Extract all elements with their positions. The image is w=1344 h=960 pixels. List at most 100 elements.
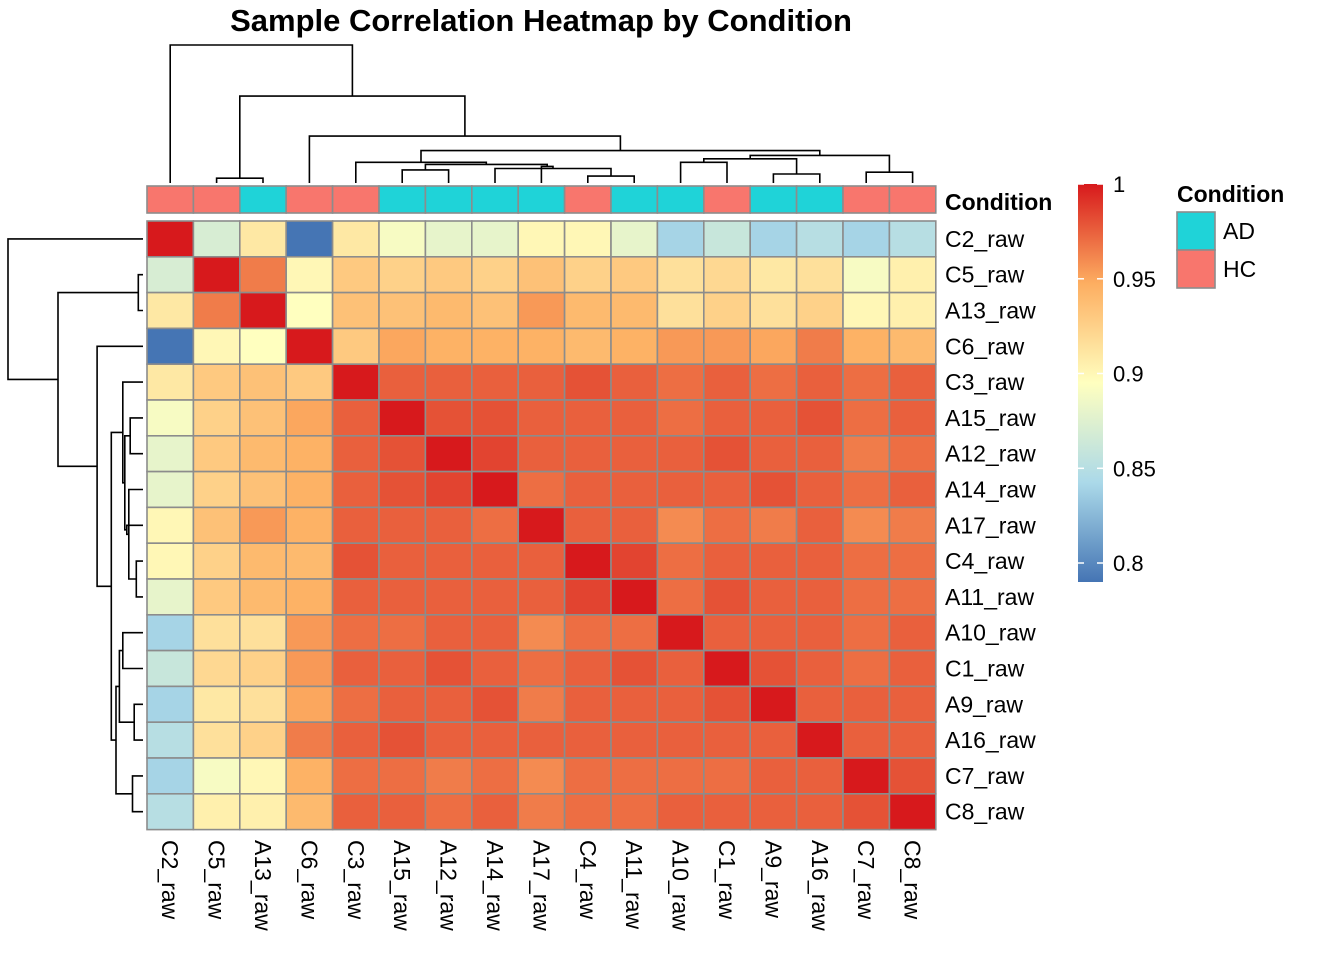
column-label: A13_raw	[250, 840, 276, 931]
heatmap-cell	[146, 255, 195, 294]
dendrogram-branch	[122, 381, 143, 484]
heatmap-cell	[470, 685, 519, 724]
heatmap-cell	[842, 542, 891, 580]
heatmap-cell	[146, 578, 195, 616]
heatmap-cell	[749, 291, 798, 330]
heatmap-cell	[702, 578, 751, 616]
heatmap-cell	[517, 578, 566, 616]
heatmap-cell	[563, 506, 612, 544]
heatmap-cell	[610, 578, 659, 616]
heatmap-cell	[749, 506, 798, 544]
column-label: C2_raw	[157, 840, 183, 920]
heatmap-cell	[656, 757, 705, 795]
heatmap-cell	[192, 649, 241, 688]
heatmap-cell	[702, 757, 751, 795]
heatmap-cell	[656, 291, 705, 330]
colorbar-tick-label: 1	[1113, 172, 1125, 197]
heatmap-cell	[239, 578, 288, 616]
heatmap-cell	[517, 721, 566, 759]
heatmap-cell	[470, 363, 519, 401]
heatmap-cell	[656, 613, 705, 652]
heatmap-cell	[239, 506, 288, 544]
heatmap-cell	[470, 434, 519, 473]
heatmap-cell	[842, 721, 891, 759]
heatmap-cell	[470, 291, 519, 330]
heatmap-cell	[749, 721, 798, 759]
colorbar-tick-label: 0.95	[1113, 267, 1156, 292]
heatmap-cell	[192, 613, 241, 652]
dendrogram-branch	[7, 238, 143, 381]
legend-label: AD	[1223, 218, 1255, 244]
heatmap-cell	[378, 327, 427, 365]
heatmap-cell	[842, 291, 891, 330]
heatmap-cell	[842, 255, 891, 294]
heatmap-cell	[517, 291, 566, 330]
heatmap-cell	[563, 542, 612, 580]
condition-cell	[146, 185, 195, 214]
heatmap-cell	[424, 578, 473, 616]
heatmap-cell	[795, 327, 844, 365]
heatmap-cell	[331, 470, 380, 509]
condition-cell	[470, 185, 519, 214]
dendrogram-branch	[133, 703, 143, 741]
heatmap-cell	[239, 792, 288, 831]
heatmap-cell	[795, 291, 844, 330]
heatmap-cell	[749, 327, 798, 365]
heatmap-cell	[146, 685, 195, 724]
heatmap-cell	[424, 506, 473, 544]
heatmap-cell	[517, 685, 566, 724]
heatmap-cell	[424, 327, 473, 365]
heatmap-cell	[331, 327, 380, 365]
heatmap-cell	[610, 506, 659, 544]
heatmap-cell	[795, 542, 844, 580]
heatmap-cell	[239, 327, 288, 365]
row-label: C4_raw	[945, 548, 1025, 574]
colorbar-tick-label: 0.85	[1113, 456, 1156, 481]
heatmap-cell	[563, 327, 612, 365]
row-label: A11_raw	[945, 584, 1034, 610]
dendrogram-branch	[129, 417, 143, 455]
column-label: A16_raw	[807, 840, 833, 931]
heatmap-cell	[842, 578, 891, 616]
heatmap-cell	[146, 792, 195, 831]
heatmap-cell	[378, 220, 427, 258]
heatmap-cell	[563, 399, 612, 437]
heatmap-cell	[146, 613, 195, 652]
heatmap-cell	[563, 685, 612, 724]
heatmap-cell	[702, 255, 751, 294]
heatmap-cell	[331, 434, 380, 473]
heatmap-cell	[656, 721, 705, 759]
heatmap-cell	[888, 220, 937, 258]
heatmap-cell	[656, 685, 705, 724]
heatmap-cell	[842, 363, 891, 401]
colorbar-tick-label: 0.9	[1113, 362, 1144, 387]
heatmap-cell	[563, 649, 612, 688]
condition-cell	[285, 185, 334, 214]
heatmap-cell	[795, 792, 844, 831]
heatmap-cell	[656, 434, 705, 473]
condition-cell	[610, 185, 659, 214]
heatmap-cell	[146, 220, 195, 258]
heatmap-cell	[331, 649, 380, 688]
heatmap-cell	[192, 470, 241, 509]
heatmap-cell	[795, 255, 844, 294]
heatmap-cell	[702, 649, 751, 688]
heatmap-cell	[610, 685, 659, 724]
heatmap-cell	[192, 542, 241, 580]
heatmap-cell	[470, 506, 519, 544]
row-label: A15_raw	[945, 405, 1036, 431]
heatmap-cell	[146, 542, 195, 580]
column-label: C4_raw	[575, 840, 601, 920]
heatmap-cell	[842, 220, 891, 258]
heatmap-cell	[702, 363, 751, 401]
dendrogram-branch	[57, 291, 139, 468]
annotation-title: Condition	[945, 189, 1052, 215]
dendrogram-branch	[865, 171, 914, 183]
column-dendrogram	[169, 44, 914, 183]
heatmap-cell	[192, 434, 241, 473]
heatmap-cell	[470, 613, 519, 652]
heatmap-cell	[378, 542, 427, 580]
heatmap-cell	[749, 399, 798, 437]
column-labels: C2_raw C5_raw A13_raw C6_raw C3_raw A15_raw A1…	[157, 840, 925, 931]
heatmap-cell	[146, 434, 195, 473]
